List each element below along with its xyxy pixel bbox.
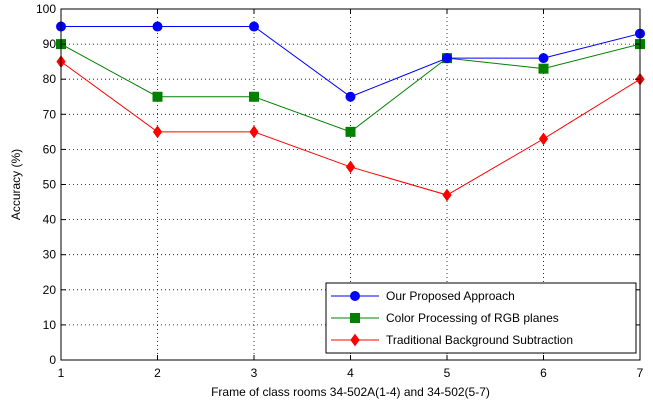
y-tick-label: 90 <box>43 37 57 51</box>
legend-label: Color Processing of RGB planes <box>386 311 559 325</box>
x-tick-label: 2 <box>154 366 161 380</box>
data-point-circle <box>538 53 549 64</box>
y-tick-label: 0 <box>49 353 56 367</box>
y-tick-label: 30 <box>43 248 57 262</box>
legend-label: Our Proposed Approach <box>386 289 515 303</box>
x-axis-label: Frame of class rooms 34-502A(1-4) and 34… <box>211 385 490 399</box>
y-tick-label: 60 <box>43 142 57 156</box>
data-point-square <box>538 63 549 74</box>
data-point-square <box>152 91 163 102</box>
data-point-circle <box>249 21 259 32</box>
data-point-diamond <box>152 125 163 139</box>
series-group <box>56 21 645 202</box>
x-tick-label: 1 <box>58 366 65 380</box>
data-point-diamond <box>345 160 356 174</box>
legend-item: Color Processing of RGB planes <box>331 311 559 325</box>
data-point-circle <box>152 21 163 32</box>
x-tick-label: 5 <box>444 366 451 380</box>
series-3 <box>56 55 645 202</box>
x-tick-label: 3 <box>251 366 258 380</box>
data-point-circle <box>345 91 356 102</box>
legend-item: Traditional Background Subtraction <box>331 333 573 347</box>
legend-marker-circle <box>350 291 360 301</box>
x-tick-label: 6 <box>540 366 547 380</box>
legend: Our Proposed Approach Color Processing of… <box>325 282 637 354</box>
y-tick-label: 20 <box>43 283 57 297</box>
tick-marks <box>60 8 641 361</box>
legend-marker-square <box>350 313 360 323</box>
data-point-diamond <box>538 132 549 146</box>
data-point-diamond <box>442 188 452 202</box>
data-point-diamond <box>249 125 259 139</box>
y-axis-label: Accuracy (%) <box>9 149 23 220</box>
y-tick-label: 40 <box>43 213 57 227</box>
y-tick-label: 100 <box>36 2 56 16</box>
x-tick-label: 7 <box>637 366 644 380</box>
y-tick-label: 80 <box>43 72 57 86</box>
y-tick-label: 70 <box>43 107 57 121</box>
data-point-circle <box>442 53 452 64</box>
legend-item: Our Proposed Approach <box>331 289 515 303</box>
legend-label: Traditional Background Subtraction <box>386 333 573 347</box>
x-tick-label: 4 <box>347 366 354 380</box>
data-point-square <box>249 91 259 102</box>
y-tick-label: 10 <box>43 318 57 332</box>
data-point-square <box>345 126 356 137</box>
y-tick-label: 50 <box>43 178 57 192</box>
legend-marker-diamond <box>350 333 360 347</box>
